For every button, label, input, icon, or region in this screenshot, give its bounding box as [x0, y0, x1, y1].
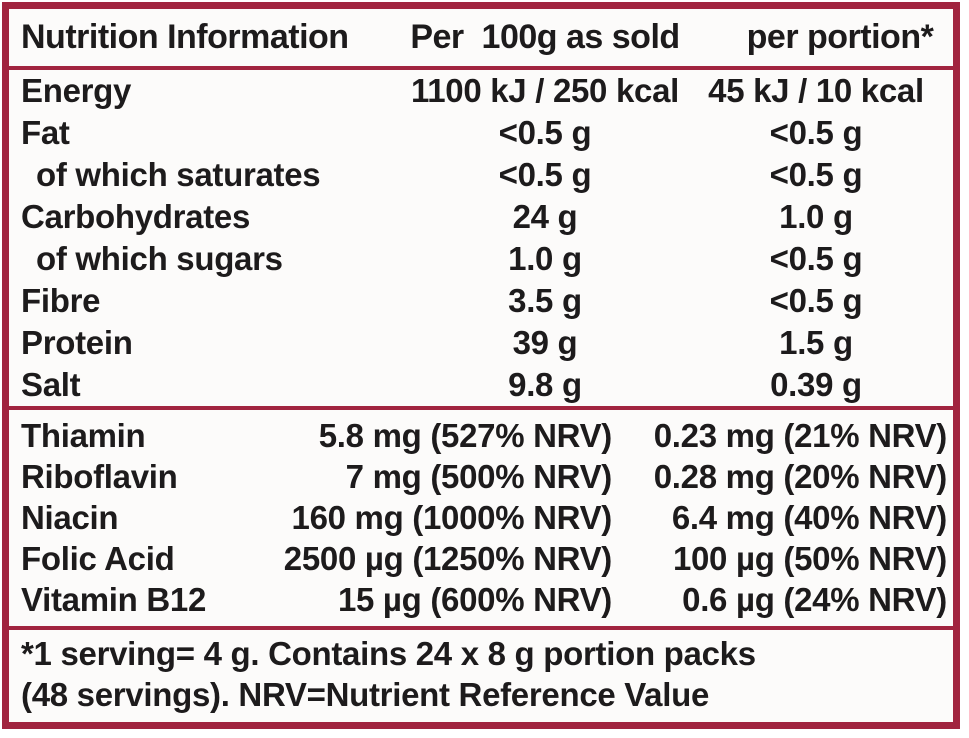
nutrient-label: Fat [21, 114, 70, 151]
nutrient-label: of which saturates [36, 156, 321, 193]
nutrient-portion-value: 45 kJ / 10 kcal [708, 72, 924, 109]
vitamin-row: Niacin 160 mg (1000% NRV) 6.4 mg (40% NR… [21, 497, 947, 538]
nutrient-portion-value: 0.39 g [770, 366, 862, 403]
nutrient-row: Protein 39 g 1.5 g [21, 322, 947, 364]
nutrient-per100g-value: 1100 kJ / 250 kcal [410, 72, 680, 109]
nutrient-per100g-value: <0.5 g [498, 114, 592, 151]
nutrient-label: Energy [21, 72, 132, 109]
nutrient-row: Fibre 3.5 g <0.5 g [21, 280, 947, 322]
vitamin-row: Thiamin 5.8 mg (527% NRV) 0.23 mg (21% N… [21, 415, 947, 456]
vitamin-portion-value: 0.23 mg (21% NRV) [653, 416, 948, 454]
nutrient-row: Energy 1100 kJ / 250 kcal 45 kJ / 10 kca… [21, 70, 947, 112]
vitamin-section: Thiamin 5.8 mg (527% NRV) 0.23 mg (21% N… [9, 410, 953, 626]
vitamin-per100g-value: 7 mg (500% NRV) [345, 457, 613, 495]
table-header: Nutrition Information Per 100g as sold p… [9, 9, 953, 66]
nutrient-per100g-value: 1.0 g [508, 240, 582, 277]
nutrient-row: Fat <0.5 g <0.5 g [21, 112, 947, 154]
nutrient-per100g-value: <0.5 g [498, 156, 592, 193]
footnote: *1 serving= 4 g. Contains 24 x 8 g porti… [9, 630, 953, 722]
nutrient-label: Fibre [21, 282, 101, 319]
vitamin-row: Riboflavin 7 mg (500% NRV) 0.28 mg (20% … [21, 456, 947, 497]
nutrient-row: of which sugars 1.0 g <0.5 g [21, 238, 947, 280]
footnote-line-1: *1 serving= 4 g. Contains 24 x 8 g porti… [21, 635, 756, 672]
nutrient-row: Salt 9.8 g 0.39 g [21, 364, 947, 406]
vitamin-label: Riboflavin [21, 457, 178, 495]
vitamin-per100g-value: 15 µg (600% NRV) [337, 580, 612, 618]
macronutrient-section: Energy 1100 kJ / 250 kcal 45 kJ / 10 kca… [9, 70, 953, 406]
vitamin-label: Thiamin [21, 416, 146, 454]
nutrient-portion-value: <0.5 g [769, 156, 863, 193]
nutrient-portion-value: <0.5 g [769, 114, 863, 151]
nutrient-portion-value: 1.5 g [779, 324, 853, 361]
nutrient-portion-value: <0.5 g [769, 240, 863, 277]
vitamin-per100g-value: 5.8 mg (527% NRV) [318, 416, 613, 454]
vitamin-label: Niacin [21, 498, 119, 536]
nutrient-row: Carbohydrates 24 g 1.0 g [21, 196, 947, 238]
vitamin-section-divider [9, 406, 953, 410]
nutrient-label: Salt [21, 366, 81, 403]
footnote-line-2: (48 servings). NRV=Nutrient Reference Va… [21, 676, 710, 713]
header-per-100g: Per 100g as sold [410, 18, 680, 56]
nutrient-per100g-value: 3.5 g [508, 282, 582, 319]
nutrition-table: Nutrition Information Per 100g as sold p… [2, 2, 960, 729]
vitamin-portion-value: 0.6 µg (24% NRV) [682, 580, 947, 618]
vitamin-portion-value: 100 µg (50% NRV) [672, 539, 947, 577]
footnote-divider [9, 626, 953, 630]
vitamin-per100g-value: 2500 µg (1250% NRV) [283, 539, 613, 577]
nutrient-per100g-value: 9.8 g [508, 366, 582, 403]
header-per-portion: per portion* [746, 18, 934, 56]
vitamin-portion-value: 6.4 mg (40% NRV) [671, 498, 947, 536]
nutrient-label: of which sugars [36, 240, 283, 277]
vitamin-row: Vitamin B12 15 µg (600% NRV) 0.6 µg (24%… [21, 579, 947, 620]
header-divider [9, 66, 953, 70]
nutrient-portion-value: <0.5 g [769, 282, 863, 319]
vitamin-label: Vitamin B12 [21, 580, 206, 618]
nutrient-label: Protein [21, 324, 133, 361]
vitamin-label: Folic Acid [21, 539, 175, 577]
vitamin-row: Folic Acid 2500 µg (1250% NRV) 100 µg (5… [21, 538, 947, 579]
nutrient-row: of which saturates <0.5 g <0.5 g [21, 154, 947, 196]
nutrient-portion-value: 1.0 g [779, 198, 853, 235]
nutrient-per100g-value: 39 g [512, 324, 578, 361]
nutrient-per100g-value: 24 g [512, 198, 578, 235]
vitamin-per100g-value: 160 mg (1000% NRV) [291, 498, 613, 536]
vitamin-portion-value: 0.28 mg (20% NRV) [653, 457, 948, 495]
nutrient-label: Carbohydrates [21, 198, 251, 235]
header-nutrition-information: Nutrition Information [21, 18, 349, 56]
